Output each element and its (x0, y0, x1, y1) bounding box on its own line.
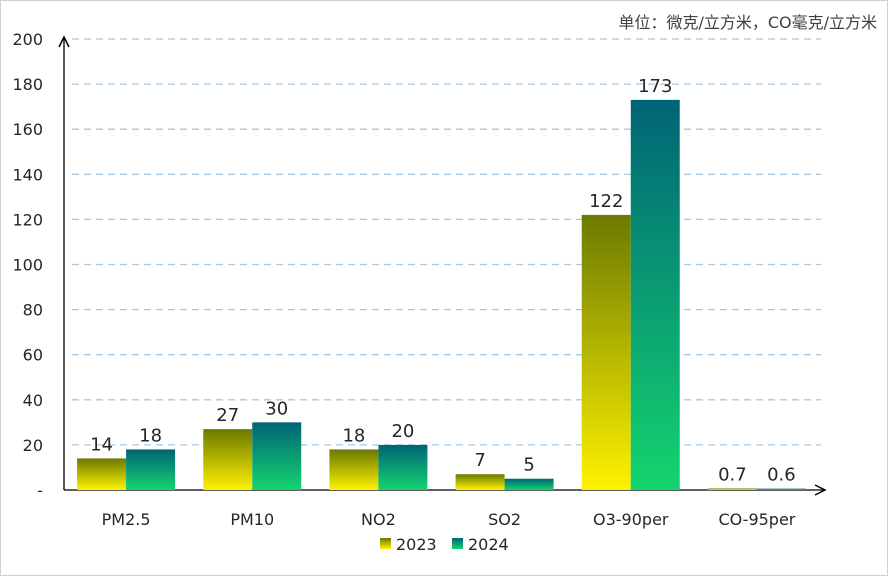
x-tick-label: NO2 (361, 510, 396, 529)
legend-label: 2024 (468, 535, 509, 554)
data-label: 18 (342, 425, 365, 446)
bar-2023 (203, 429, 253, 490)
bar-2024 (630, 99, 680, 490)
bar-2024 (126, 449, 176, 490)
unit-label: 单位：微克/立方米，CO毫克/立方米 (618, 13, 877, 32)
y-tick-label: 140 (12, 165, 43, 184)
y-tick-label: 20 (23, 436, 43, 455)
y-tick-label: 40 (23, 391, 43, 410)
bar-2024 (252, 422, 302, 490)
y-tick-label: 180 (12, 75, 43, 94)
data-label: 5 (523, 455, 534, 476)
data-label: 20 (391, 421, 414, 442)
x-tick-label: SO2 (488, 510, 521, 529)
x-tick-label: O3-90per (593, 510, 669, 529)
data-label: 0.6 (767, 465, 796, 486)
legend-swatch (380, 538, 391, 549)
bar-2023 (329, 449, 379, 490)
y-tick-label: 160 (12, 120, 43, 139)
data-label: 18 (139, 425, 162, 446)
x-tick-label: PM10 (230, 510, 274, 529)
bar-2024 (504, 478, 554, 490)
x-axis-arrow (814, 484, 827, 496)
bar-2023 (581, 214, 631, 490)
bar-2024 (756, 488, 806, 490)
data-label: 173 (638, 76, 672, 97)
bar-2023 (455, 474, 505, 490)
data-label: 0.7 (718, 464, 747, 485)
data-label: 14 (90, 434, 113, 455)
bar-2024 (378, 444, 428, 490)
bar-2023 (707, 488, 757, 490)
y-tick-label: - (37, 481, 43, 500)
data-label: 27 (216, 405, 239, 426)
y-tick-label: 80 (23, 301, 43, 320)
y-tick-label: 120 (12, 210, 43, 229)
data-label: 122 (589, 191, 623, 212)
legend-swatch (452, 538, 463, 549)
x-tick-label: PM2.5 (102, 510, 151, 529)
bar-2023 (77, 458, 127, 490)
data-label: 30 (265, 398, 288, 419)
data-label: 7 (474, 450, 485, 471)
x-tick-label: CO-95per (718, 510, 795, 529)
legend-label: 2023 (396, 535, 437, 554)
y-axis-arrow (58, 35, 70, 48)
y-tick-label: 100 (12, 256, 43, 275)
y-tick-label: 60 (23, 346, 43, 365)
y-tick-label: 200 (12, 30, 43, 49)
